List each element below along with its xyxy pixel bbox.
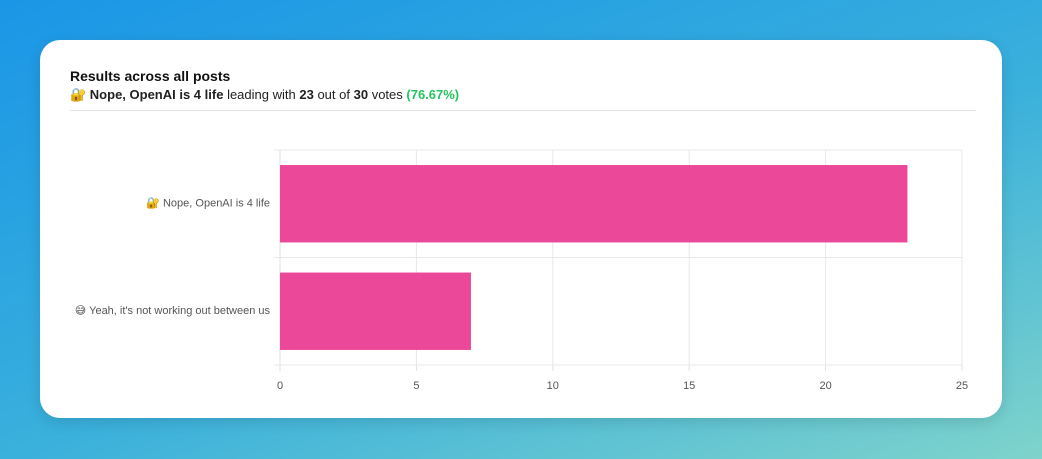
y-tick-label: 🔐 Nope, OpenAI is 4 life [146, 197, 270, 210]
title: Results across all posts [70, 68, 231, 84]
summary-text: leading with [227, 87, 296, 102]
divider [70, 110, 976, 111]
bar [280, 165, 908, 243]
summary-text: out of [317, 87, 350, 102]
total-votes: 30 [353, 87, 369, 102]
summary-text: votes [371, 87, 403, 102]
x-tick-label: 15 [683, 380, 695, 392]
x-tick-label: 25 [956, 380, 968, 392]
leader: 🔐 Nope, OpenAI is 4 life [70, 87, 224, 102]
bar [280, 272, 471, 350]
leading-votes: 23 [299, 87, 314, 102]
percent: (76.67%) [406, 87, 460, 102]
x-tick-label: 20 [819, 380, 831, 392]
x-tick-label: 10 [547, 380, 559, 392]
y-tick-label: 😅 Yeah, it's not working out between us [75, 305, 271, 317]
x-tick-label: 0 [277, 380, 283, 392]
x-tick-label: 5 [413, 380, 419, 392]
summary: 🔐 Nope, OpenAI is 4 life leading with 23… [70, 87, 459, 103]
